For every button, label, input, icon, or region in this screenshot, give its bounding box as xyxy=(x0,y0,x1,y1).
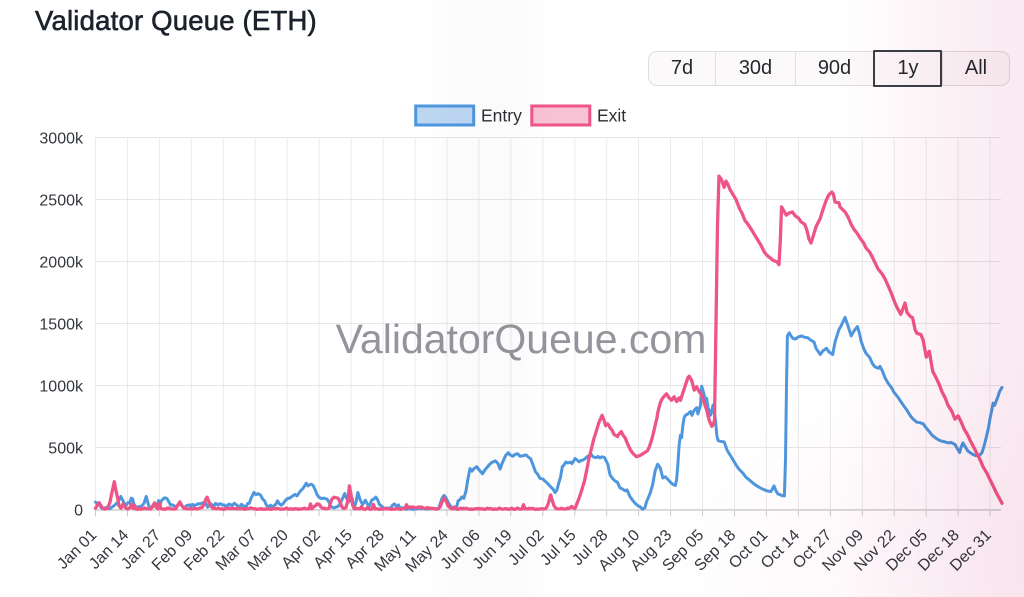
svg-text:2500k: 2500k xyxy=(39,193,84,210)
svg-text:Jul 02: Jul 02 xyxy=(505,527,547,569)
svg-text:Entry: Entry xyxy=(481,106,522,126)
svg-text:ValidatorQueue.com: ValidatorQueue.com xyxy=(336,316,707,362)
svg-text:1500k: 1500k xyxy=(39,317,84,334)
svg-text:1000k: 1000k xyxy=(39,379,84,396)
svg-text:3000k: 3000k xyxy=(39,131,84,148)
svg-text:2000k: 2000k xyxy=(39,255,84,272)
svg-text:0: 0 xyxy=(74,503,83,520)
svg-text:Exit: Exit xyxy=(597,106,626,126)
svg-text:500k: 500k xyxy=(48,441,84,458)
svg-text:Jul 15: Jul 15 xyxy=(537,527,579,569)
